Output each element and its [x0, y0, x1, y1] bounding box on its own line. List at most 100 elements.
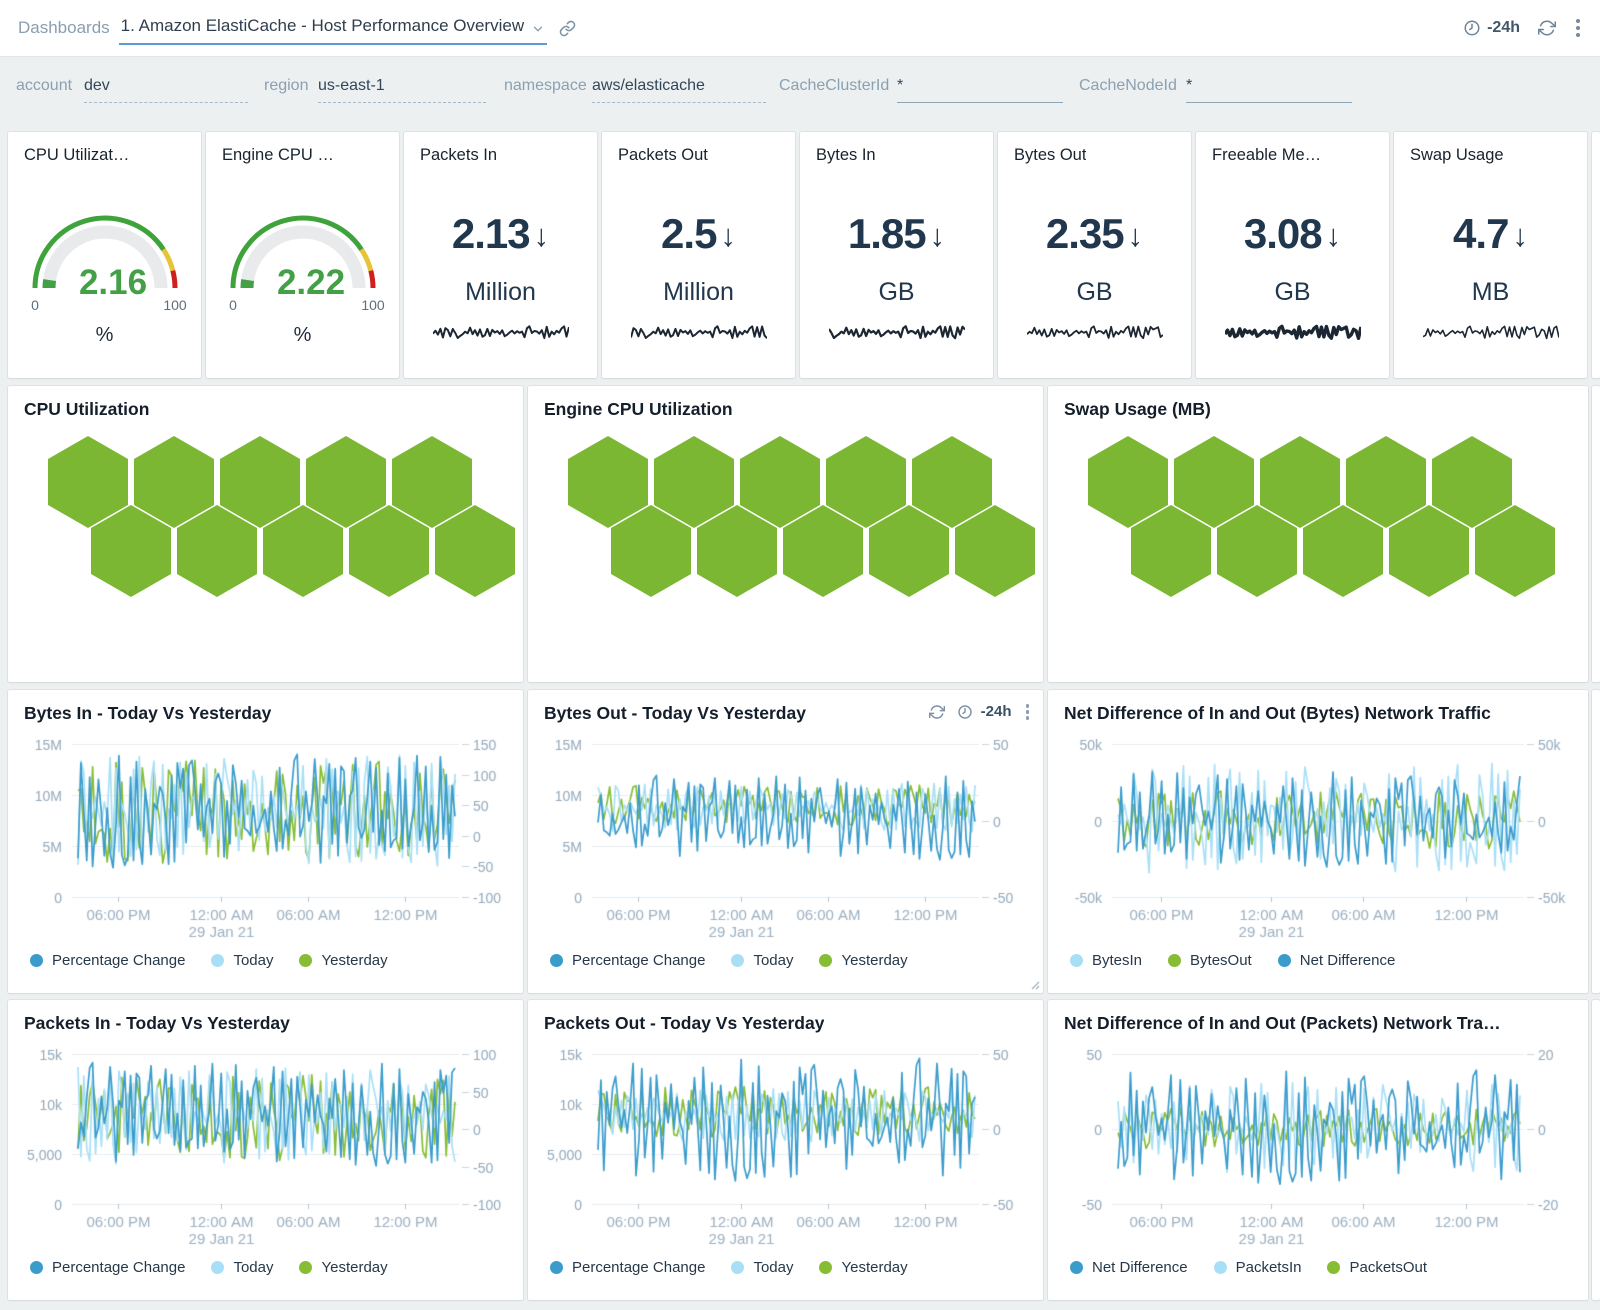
legend-dot [1278, 954, 1291, 967]
legend-label: Percentage Change [572, 1259, 705, 1276]
legend-dot [30, 1261, 43, 1274]
legend-item-today[interactable]: Today [731, 952, 793, 969]
stat-title: Swap Usage [1410, 146, 1504, 165]
chart-legend: Percentage Change Today Yesterday [30, 952, 388, 969]
legend-dot [30, 954, 43, 967]
legend-dot [550, 954, 563, 967]
legend-label: Percentage Change [52, 952, 185, 969]
chart-canvas [1048, 730, 1588, 949]
legend-dot [819, 1261, 832, 1274]
trend-down-icon: ↓ [930, 218, 946, 253]
filter-bar: account dev region us-east-1 namespace a… [0, 57, 1600, 117]
legend-dot [299, 1261, 312, 1274]
legend-dot [1070, 954, 1083, 967]
stat-value: 2.5↓ [602, 210, 795, 258]
gauge-value: 2.16 [78, 263, 146, 302]
topbar-controls: -24h [1463, 17, 1582, 39]
legend-label: PacketsIn [1236, 1259, 1302, 1276]
legend-item-today[interactable]: Today [731, 1259, 793, 1276]
legend-item-yesterday[interactable]: Yesterday [299, 1259, 387, 1276]
legend-item-yesterday[interactable]: Yesterday [299, 952, 387, 969]
legend-item-bytesin[interactable]: BytesIn [1070, 952, 1142, 969]
stat-panel-bytes-in: Bytes In 1.85↓ GB [800, 132, 993, 378]
chart-title: Bytes Out - Today Vs Yesterday [544, 703, 806, 724]
refresh-icon[interactable] [1538, 19, 1556, 37]
filter-region-label: region [264, 77, 308, 95]
legend-item-packetsin[interactable]: PacketsIn [1214, 1259, 1302, 1276]
legend-dot [731, 954, 744, 967]
legend-label: Yesterday [321, 952, 387, 969]
stat-panel-bytes-out: Bytes Out 2.35↓ GB [998, 132, 1191, 378]
stat-value: 2.35↓ [998, 210, 1191, 258]
legend-label: Net Difference [1092, 1259, 1188, 1276]
chevron-down-icon[interactable] [531, 22, 545, 36]
stat-title: Packets Out [618, 146, 708, 165]
gauge-max-label: 100 [163, 297, 187, 313]
gauge: 0 100 2.16 [15, 188, 195, 314]
legend-dot [1070, 1261, 1083, 1274]
page-title[interactable]: 1. Amazon ElastiCache - Host Performance… [121, 16, 524, 36]
legend-item-percentage-change[interactable]: Percentage Change [550, 1259, 705, 1276]
legend-item-percentage-change[interactable]: Percentage Change [30, 1259, 185, 1276]
stat-panel-engine-cpu: Engine CPU … 0 100 2.22 % [206, 132, 399, 378]
chart-canvas [528, 730, 1043, 949]
panel-kebab-icon[interactable] [1024, 702, 1032, 722]
legend-item-yesterday[interactable]: Yesterday [819, 952, 907, 969]
stat-value: 3.08↓ [1196, 210, 1389, 258]
chart-panel-net-difference-of-in-and-out-packets-network-tra: Net Difference of In and Out (Packets) N… [1048, 1000, 1588, 1300]
legend-item-bytesout[interactable]: BytesOut [1168, 952, 1252, 969]
clock-icon[interactable] [1463, 19, 1481, 37]
filter-account-value[interactable]: dev [84, 77, 248, 103]
stat-unit: Million [602, 278, 795, 307]
legend-dot [731, 1261, 744, 1274]
legend-label: Today [233, 952, 273, 969]
cut-off-panel-sliver [1592, 690, 1600, 993]
stat-panel-swap-usage: Swap Usage 4.7↓ MB [1394, 132, 1587, 378]
time-range-button[interactable]: -24h [1487, 19, 1520, 37]
chart-panel-bytes-out-today-vs-yesterday: Bytes Out - Today Vs Yesterday -24h Perc… [528, 690, 1043, 993]
legend-item-today[interactable]: Today [211, 952, 273, 969]
chart-panel-net-difference-of-in-and-out-bytes-network-traffic: Net Difference of In and Out (Bytes) Net… [1048, 690, 1588, 993]
kebab-menu-icon[interactable] [1574, 17, 1582, 39]
legend-item-yesterday[interactable]: Yesterday [819, 1259, 907, 1276]
legend-item-packetsout[interactable]: PacketsOut [1327, 1259, 1427, 1276]
filter-cachenodeid-value[interactable]: * [1186, 77, 1352, 103]
filter-cachenodeid-label: CacheNodeId [1079, 77, 1177, 95]
top-navigation-bar: Dashboards 1. Amazon ElastiCache - Host … [0, 0, 1600, 57]
sparkline [829, 324, 965, 340]
legend-item-net-difference[interactable]: Net Difference [1070, 1259, 1188, 1276]
chart-canvas [8, 1040, 523, 1256]
chart-title: Net Difference of In and Out (Bytes) Net… [1064, 703, 1491, 724]
chart-legend: Percentage Change Today Yesterday [30, 1259, 388, 1276]
trend-down-icon: ↓ [1512, 218, 1528, 253]
filter-region-value[interactable]: us-east-1 [318, 77, 486, 103]
panel-title: Engine CPU Utilization [544, 399, 733, 420]
stat-title: Bytes In [816, 146, 876, 165]
filter-namespace-value[interactable]: aws/elasticache [592, 77, 766, 103]
chart-title: Bytes In - Today Vs Yesterday [24, 703, 271, 724]
legend-label: Net Difference [1300, 952, 1396, 969]
legend-item-net-difference[interactable]: Net Difference [1278, 952, 1396, 969]
chart-panel-packets-out-today-vs-yesterday: Packets Out - Today Vs Yesterday Percent… [528, 1000, 1043, 1300]
stat-unit: GB [800, 278, 993, 307]
link-icon[interactable] [559, 20, 576, 37]
panel-clock-icon[interactable] [957, 704, 973, 720]
panel-refresh-icon[interactable] [929, 704, 945, 720]
chart-title: Packets In - Today Vs Yesterday [24, 1013, 290, 1034]
legend-item-today[interactable]: Today [211, 1259, 273, 1276]
panel-title: CPU Utilization [24, 399, 149, 420]
stat-unit: MB [1394, 278, 1587, 307]
panel-time-range[interactable]: -24h [981, 703, 1012, 720]
legend-dot [299, 954, 312, 967]
stat-value: 2.13↓ [404, 210, 597, 258]
breadcrumb[interactable]: Dashboards [18, 18, 110, 38]
gauge-value-marker [247, 280, 248, 288]
resize-handle[interactable] [1029, 979, 1040, 990]
dashboard-selector[interactable]: 1. Amazon ElastiCache - Host Performance… [119, 12, 547, 45]
stat-title: Bytes Out [1014, 146, 1086, 165]
legend-label: Today [753, 952, 793, 969]
stat-unit: GB [1196, 278, 1389, 307]
legend-item-percentage-change[interactable]: Percentage Change [30, 952, 185, 969]
legend-item-percentage-change[interactable]: Percentage Change [550, 952, 705, 969]
filter-cacheclusterid-value[interactable]: * [897, 77, 1063, 103]
